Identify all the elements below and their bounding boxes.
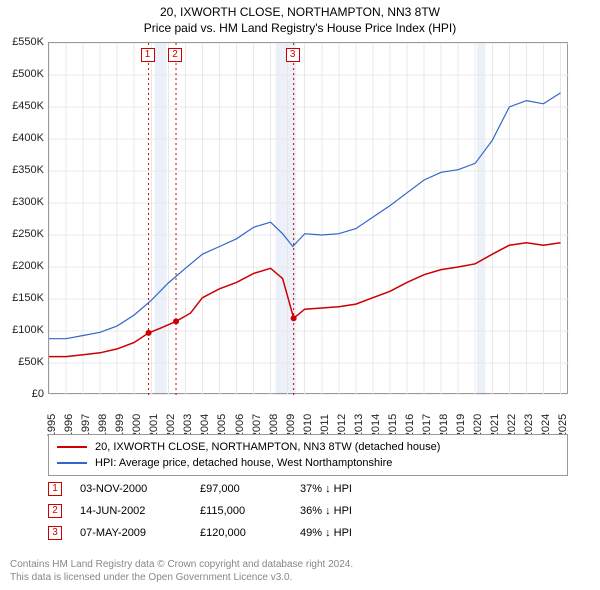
sale-marker: 3 — [48, 526, 62, 540]
legend-label-hpi: HPI: Average price, detached house, West… — [95, 457, 392, 469]
y-tick-label: £100K — [2, 324, 44, 336]
legend-swatch-property — [57, 446, 87, 448]
sale-price: £97,000 — [200, 483, 300, 495]
y-tick-label: £500K — [2, 68, 44, 80]
legend-swatch-hpi — [57, 462, 87, 464]
legend-row-hpi: HPI: Average price, detached house, West… — [57, 455, 559, 471]
sale-delta: 37% ↓ HPI — [300, 483, 400, 495]
sale-date: 14-JUN-2002 — [80, 505, 200, 517]
y-tick-label: £50K — [2, 356, 44, 368]
y-tick-label: £550K — [2, 36, 44, 48]
sale-marker: 1 — [48, 482, 62, 496]
y-tick-label: £450K — [2, 100, 44, 112]
y-tick-label: £300K — [2, 196, 44, 208]
y-tick-label: £250K — [2, 228, 44, 240]
attribution-line2: This data is licensed under the Open Gov… — [10, 571, 353, 584]
sales-table: 1 03-NOV-2000£97,00037% ↓ HPI 2 14-JUN-2002… — [48, 478, 400, 544]
y-tick-label: £150K — [2, 292, 44, 304]
y-tick-label: £400K — [2, 132, 44, 144]
sale-date: 03-NOV-2000 — [80, 483, 200, 495]
y-tick-label: £350K — [2, 164, 44, 176]
sale-row: 1 03-NOV-2000£97,00037% ↓ HPI — [48, 478, 400, 500]
sale-price: £120,000 — [200, 527, 300, 539]
chart-marker-3: 3 — [286, 48, 300, 62]
sale-marker: 2 — [48, 504, 62, 518]
chart-plot-area — [48, 42, 568, 394]
legend-label-property: 20, IXWORTH CLOSE, NORTHAMPTON, NN3 8TW … — [95, 441, 440, 453]
attribution: Contains HM Land Registry data © Crown c… — [10, 558, 353, 584]
sale-date: 07-MAY-2009 — [80, 527, 200, 539]
chart-marker-1: 1 — [141, 48, 155, 62]
y-tick-label: £200K — [2, 260, 44, 272]
sale-row: 3 07-MAY-2009£120,00049% ↓ HPI — [48, 522, 400, 544]
legend-row-property: 20, IXWORTH CLOSE, NORTHAMPTON, NN3 8TW … — [57, 439, 559, 455]
sale-delta: 49% ↓ HPI — [300, 527, 400, 539]
attribution-line1: Contains HM Land Registry data © Crown c… — [10, 558, 353, 571]
y-tick-label: £0 — [2, 388, 44, 400]
sale-row: 2 14-JUN-2002£115,00036% ↓ HPI — [48, 500, 400, 522]
sale-delta: 36% ↓ HPI — [300, 505, 400, 517]
title-address: 20, IXWORTH CLOSE, NORTHAMPTON, NN3 8TW — [0, 4, 600, 20]
legend: 20, IXWORTH CLOSE, NORTHAMPTON, NN3 8TW … — [48, 434, 568, 476]
title-block: 20, IXWORTH CLOSE, NORTHAMPTON, NN3 8TW … — [0, 0, 600, 36]
title-subtitle: Price paid vs. HM Land Registry's House … — [0, 20, 600, 36]
chart-marker-2: 2 — [168, 48, 182, 62]
sale-price: £115,000 — [200, 505, 300, 517]
